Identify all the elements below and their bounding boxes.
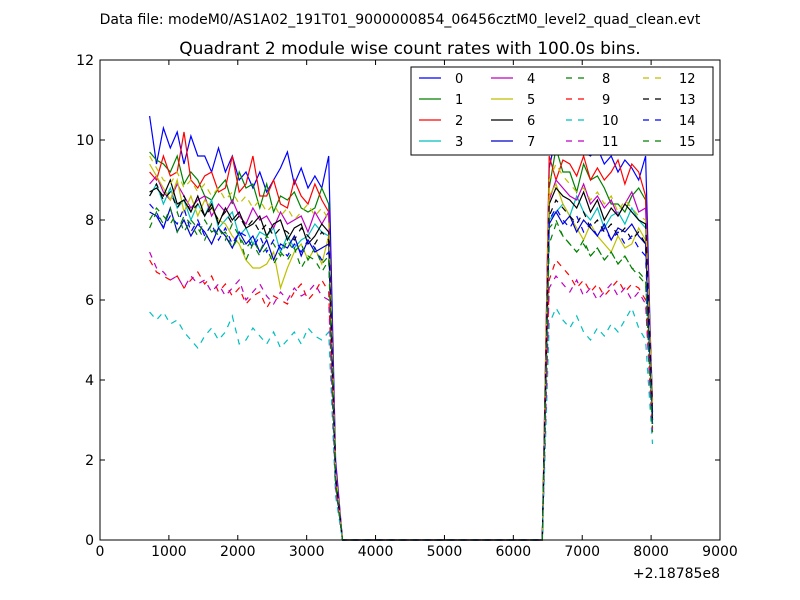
legend-label-0: 0 bbox=[455, 72, 463, 87]
legend-label-2: 2 bbox=[455, 114, 463, 129]
legend-label-8: 8 bbox=[602, 72, 610, 87]
legend-label-14: 14 bbox=[679, 114, 696, 129]
series-line-8 bbox=[149, 206, 654, 541]
series-line-14 bbox=[149, 203, 654, 541]
ticks-group: 0 1000 2000 3000 4000 5000 6000 7000 8000 9000 0 2 4… bbox=[76, 53, 738, 560]
x-tick-label: 1000 bbox=[151, 544, 187, 560]
chart-title: Quadrant 2 module wise count rates with … bbox=[179, 39, 640, 59]
plot-area: 0 1000 2000 3000 4000 5000 6000 7000 8000 9000 0 2 4… bbox=[76, 53, 738, 582]
series-line-2 bbox=[149, 131, 654, 541]
legend-label-5: 5 bbox=[527, 93, 535, 108]
legend-label-1: 1 bbox=[455, 93, 463, 108]
series-line-9 bbox=[149, 258, 654, 541]
y-tick-label: 8 bbox=[85, 213, 94, 229]
series-line-15 bbox=[149, 206, 654, 541]
y-tick-label: 12 bbox=[76, 53, 94, 69]
y-tick-label: 0 bbox=[85, 533, 94, 549]
x-tick-label: 8000 bbox=[633, 544, 669, 560]
legend-frame bbox=[410, 66, 714, 156]
legend-label-3: 3 bbox=[455, 135, 463, 150]
x-offset-label: +2.18785e8 bbox=[633, 566, 720, 582]
series-line-7 bbox=[149, 206, 654, 541]
legend-label-6: 6 bbox=[527, 114, 535, 129]
y-tick-label: 4 bbox=[85, 373, 94, 389]
legend-label-11: 11 bbox=[602, 135, 619, 150]
legend-label-9: 9 bbox=[602, 93, 610, 108]
x-tick-label: 0 bbox=[96, 544, 105, 560]
x-tick-label: 6000 bbox=[496, 544, 532, 560]
legend-label-15: 15 bbox=[679, 135, 696, 150]
series-line-12 bbox=[149, 155, 654, 541]
legend-label-4: 4 bbox=[527, 72, 535, 87]
chart-suptitle: Data file: modeM0/AS1A02_191T01_90000008… bbox=[100, 12, 701, 28]
series-line-13 bbox=[149, 182, 654, 541]
series-group bbox=[149, 115, 654, 541]
series-line-10 bbox=[149, 306, 654, 541]
y-tick-label: 2 bbox=[85, 453, 94, 469]
x-tick-label: 9000 bbox=[702, 544, 738, 560]
legend-label-13: 13 bbox=[679, 93, 696, 108]
x-tick-label: 3000 bbox=[289, 544, 325, 560]
x-tick-label: 4000 bbox=[358, 544, 394, 560]
series-line-3 bbox=[149, 182, 654, 541]
legend-label-7: 7 bbox=[527, 135, 535, 150]
series-line-11 bbox=[149, 251, 654, 541]
x-tick-label: 5000 bbox=[427, 544, 463, 560]
legend-label-10: 10 bbox=[602, 114, 619, 129]
y-tick-label: 6 bbox=[85, 293, 94, 309]
y-tick-label: 10 bbox=[76, 133, 94, 149]
x-tick-label: 7000 bbox=[564, 544, 600, 560]
series-line-6 bbox=[149, 178, 654, 541]
legend-label-12: 12 bbox=[679, 72, 696, 87]
x-tick-label: 2000 bbox=[220, 544, 256, 560]
